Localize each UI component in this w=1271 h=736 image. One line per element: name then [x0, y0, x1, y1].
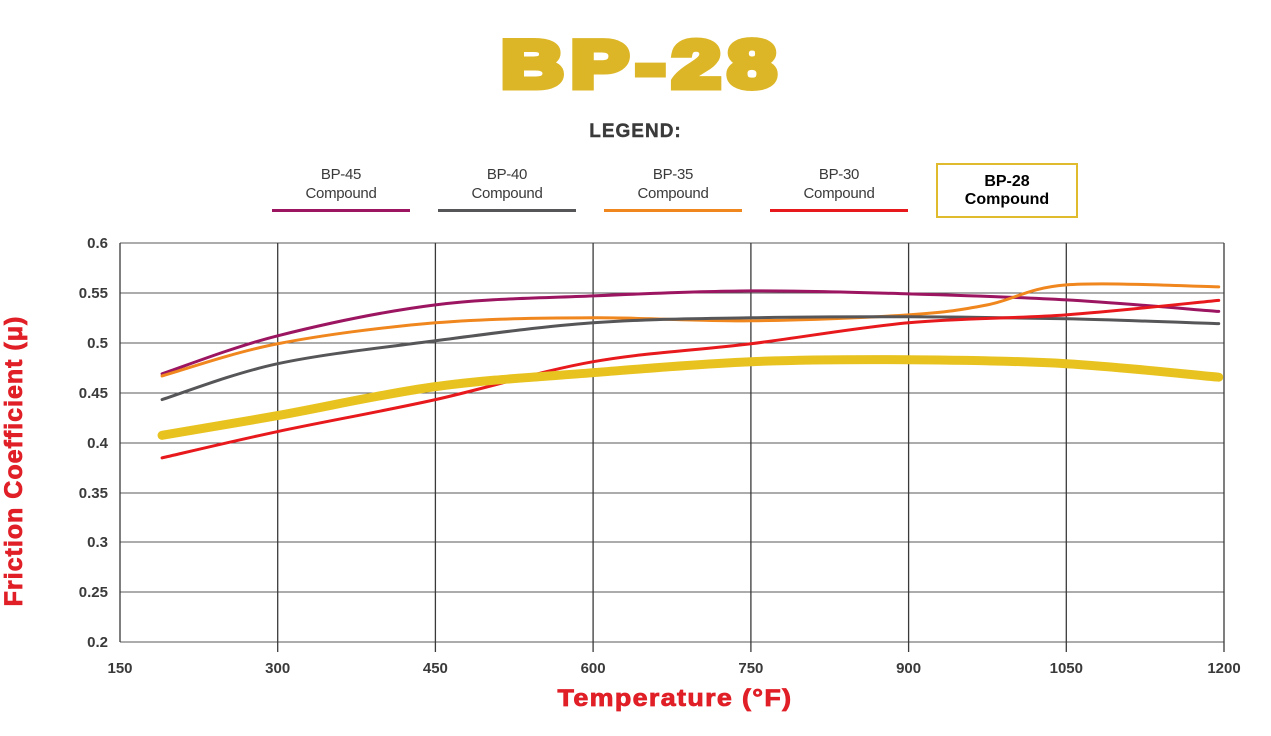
- svg-text:0.5: 0.5: [87, 335, 108, 352]
- svg-text:300: 300: [265, 660, 290, 677]
- svg-text:0.3: 0.3: [87, 534, 108, 551]
- svg-text:0.55: 0.55: [79, 285, 108, 302]
- svg-text:600: 600: [581, 660, 606, 677]
- svg-text:150: 150: [107, 660, 132, 677]
- svg-text:450: 450: [423, 660, 448, 677]
- svg-text:0.2: 0.2: [87, 634, 108, 651]
- svg-text:1200: 1200: [1207, 660, 1240, 677]
- svg-text:0.25: 0.25: [79, 584, 108, 601]
- svg-text:0.4: 0.4: [87, 435, 109, 452]
- svg-text:750: 750: [738, 660, 763, 677]
- svg-text:1050: 1050: [1050, 660, 1083, 677]
- svg-text:0.45: 0.45: [79, 385, 108, 402]
- svg-text:900: 900: [896, 660, 921, 677]
- svg-text:0.6: 0.6: [87, 235, 108, 252]
- svg-text:0.35: 0.35: [79, 485, 108, 502]
